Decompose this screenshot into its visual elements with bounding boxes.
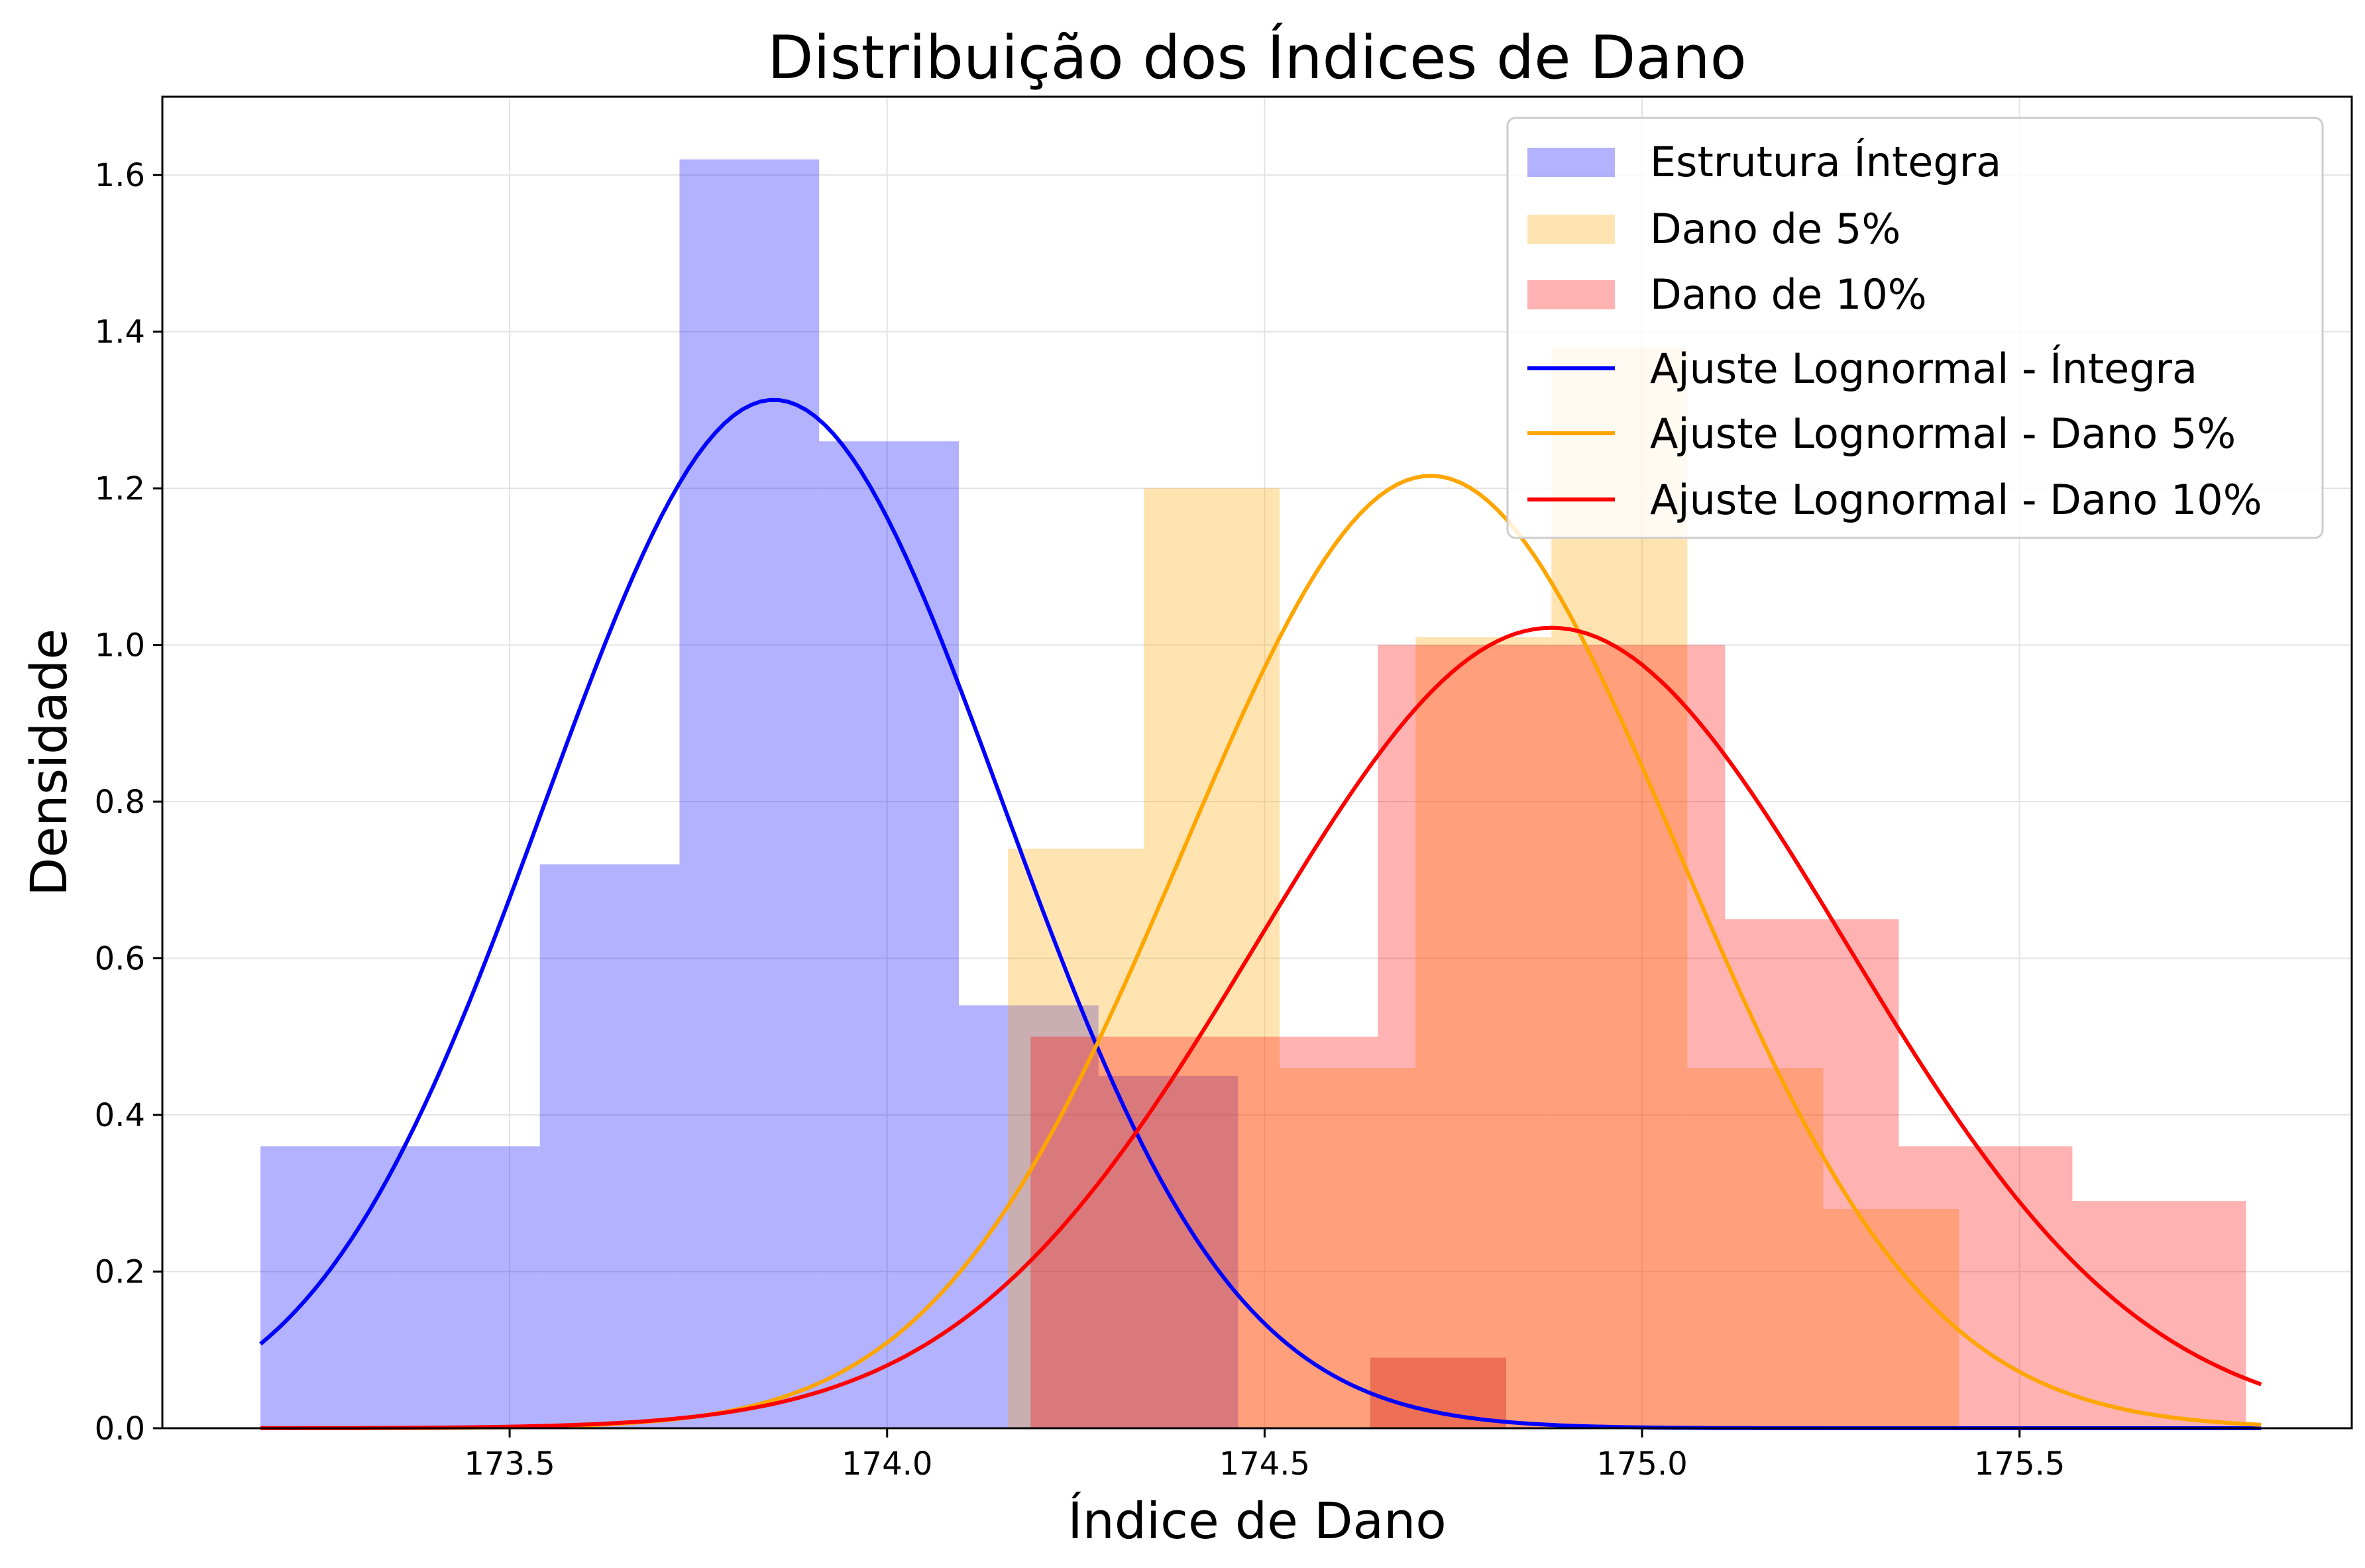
- histogram-bar-0-2: [539, 864, 680, 1428]
- legend-label-1: Dano de 5%: [1650, 205, 1900, 253]
- y-axis-label: Densidade: [19, 629, 78, 896]
- y-tick-label: 0.6: [95, 941, 145, 978]
- legend: Estrutura Íntegra Dano de 5% Dano de 10% Aj…: [1506, 117, 2324, 539]
- histogram-bar-0-6: [1098, 1075, 1238, 1428]
- y-tick-label: 1.4: [95, 314, 145, 351]
- histogram-bar-1-3: [1415, 637, 1552, 1429]
- legend-label-4: Ajuste Lognormal - Dano 5%: [1650, 409, 2236, 458]
- y-tick-label: 1.2: [95, 470, 145, 507]
- histogram-bar-0-1: [400, 1146, 540, 1428]
- histogram-bar-1-5: [1687, 1068, 1824, 1428]
- histogram-bar-1-2: [1280, 1068, 1416, 1428]
- fit-curve-2: [260, 625, 2262, 1430]
- histogram-bars: [260, 159, 2246, 1429]
- x-tick-label: 175.0: [1596, 1445, 1687, 1483]
- x-tick-label: 173.5: [464, 1445, 555, 1483]
- histogram-bar-2-3: [1551, 645, 1726, 1429]
- histogram-bar-1-6: [1823, 1208, 1959, 1428]
- legend-swatch-2: [1527, 280, 1615, 309]
- plot-frame: [161, 95, 2353, 1430]
- y-tick-label: 1.6: [95, 157, 145, 194]
- x-axis-label: Índice de Dano: [1068, 1491, 1447, 1550]
- legend-swatch-1: [1527, 215, 1615, 244]
- histogram-bar-0-4: [819, 441, 959, 1428]
- x-tick-label: 174.5: [1219, 1445, 1310, 1483]
- histogram-bar-2-2: [1378, 645, 1552, 1429]
- y-tick-label: 0.0: [95, 1410, 145, 1447]
- axis-ticks: 173.5 174.0 174.5 175.0 175.5 0.0 0.2 0.4 0.6 0.8…: [95, 157, 2065, 1483]
- y-tick-label: 1.0: [95, 627, 145, 664]
- histogram-bar-2-6: [2072, 1201, 2246, 1428]
- histogram-bar-3-0: [1370, 1357, 1506, 1428]
- legend-label-5: Ajuste Lognormal - Dano 10%: [1650, 476, 2262, 524]
- chart-title: Distribuição dos Índices de Dano: [767, 22, 1746, 93]
- legend-label-3: Ajuste Lognormal - Íntegra: [1650, 344, 2197, 393]
- histogram-bar-2-4: [1725, 919, 1899, 1428]
- histogram-bar-2-5: [1898, 1146, 2073, 1428]
- legend-label-2: Dano de 10%: [1650, 270, 1927, 319]
- histogram-bar-0-0: [260, 1146, 400, 1428]
- histogram-bar-2-1: [1204, 1036, 1378, 1428]
- histogram-bar-0-5: [958, 1005, 1099, 1428]
- y-tick-label: 0.2: [95, 1254, 145, 1291]
- y-tick-label: 0.4: [95, 1097, 145, 1134]
- histogram-bar-0-3: [679, 159, 820, 1428]
- legend-swatch-0: [1527, 148, 1615, 177]
- histogram-bar-1-1: [1144, 488, 1280, 1428]
- x-tick-label: 175.5: [1974, 1445, 2065, 1483]
- legend-box: [1506, 117, 2324, 539]
- histogram-bar-1-0: [1008, 849, 1144, 1428]
- x-tick-label: 174.0: [842, 1445, 932, 1483]
- y-tick-label: 0.8: [95, 784, 145, 821]
- legend-label-0: Estrutura Íntegra: [1650, 138, 2001, 186]
